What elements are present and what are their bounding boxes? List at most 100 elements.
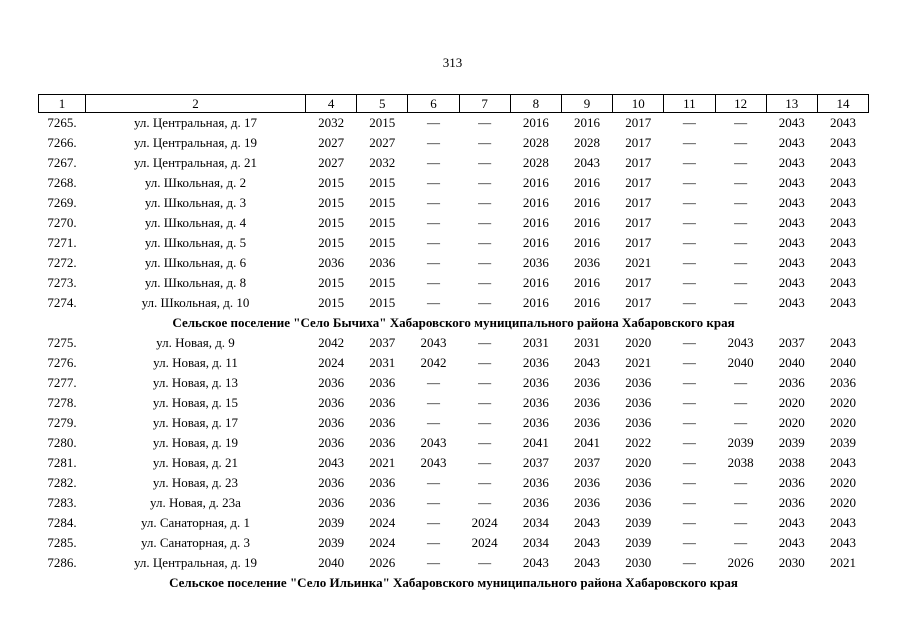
year-value-cell: — (426, 114, 440, 130)
row-number-cell: 7276. (47, 354, 77, 370)
year-value-cell: 2021 (625, 254, 652, 270)
row-number-cell: 7266. (47, 134, 77, 150)
year-value-cell: 2036 (369, 254, 396, 270)
address-cell: ул. Новая, д. 13 (152, 374, 239, 390)
year-value-cell: 2020 (829, 474, 856, 490)
column-number-header: 2 (85, 94, 306, 113)
year-value-cell: — (682, 334, 696, 350)
year-value-cell: — (682, 234, 696, 250)
year-value-cell: — (478, 494, 492, 510)
year-value-cell: 2040 (778, 354, 805, 370)
year-value-cell: — (734, 494, 748, 510)
year-value-cell: 2039 (625, 514, 652, 530)
table-row: 7285. ул. Санаторная, д. 3 2039 2024 — 2024 20… (39, 533, 869, 553)
year-value-cell: — (478, 234, 492, 250)
year-value-cell: 2043 (420, 434, 447, 450)
year-value-cell: 2034 (522, 514, 549, 530)
table-row: 7265. ул. Центральная, д. 17 2032 2015 — — 201… (39, 113, 869, 133)
year-value-cell: 2043 (829, 174, 856, 190)
year-value-cell: 2017 (625, 274, 652, 290)
year-value-cell: — (478, 374, 492, 390)
year-value-cell: — (734, 254, 748, 270)
year-value-cell: 2024 (318, 354, 345, 370)
year-value-cell: — (682, 454, 696, 470)
row-number-cell: 7268. (47, 174, 77, 190)
year-value-cell: 2043 (778, 534, 805, 550)
year-value-cell: 2043 (829, 534, 856, 550)
table-row: 7278. ул. Новая, д. 15 2036 2036 — — 2036 2036 2… (39, 393, 869, 413)
column-number-header: 12 (714, 94, 767, 113)
row-number-cell: 7267. (47, 154, 77, 170)
row-number-cell: 7279. (47, 414, 77, 430)
year-value-cell: 2036 (369, 414, 396, 430)
year-value-cell: — (682, 354, 696, 370)
year-value-cell: 2043 (829, 234, 856, 250)
year-value-cell: 2040 (318, 554, 345, 570)
year-value-cell: — (478, 294, 492, 310)
year-value-cell: 2041 (522, 434, 549, 450)
year-value-cell: 2030 (778, 554, 805, 570)
table-row: 7283. ул. Новая, д. 23а 2036 2036 — — 2036 2036… (39, 493, 869, 513)
year-value-cell: 2036 (574, 374, 601, 390)
year-value-cell: — (426, 214, 440, 230)
column-number-header: 4 (304, 94, 358, 113)
table-row: 7273. ул. Школьная, д. 8 2015 2015 — — 2016 201… (39, 273, 869, 293)
year-value-cell: 2020 (778, 394, 805, 410)
year-value-cell: 2020 (625, 334, 652, 350)
year-value-cell: 2016 (574, 214, 601, 230)
year-value-cell: 2043 (574, 554, 601, 570)
table-row: 7286. ул. Центральная, д. 19 2040 2026 — — 204… (39, 553, 869, 573)
year-value-cell: 2036 (574, 494, 601, 510)
settlement-section-row: Сельское поселение "Село Ильинка" Хабаро… (39, 573, 869, 593)
year-value-cell: 2021 (625, 354, 652, 370)
year-value-cell: 2036 (625, 374, 652, 390)
year-value-cell: 2016 (522, 294, 549, 310)
year-value-cell: 2041 (574, 434, 601, 450)
address-cell: ул. Школьная, д. 6 (144, 254, 247, 270)
year-value-cell: 2036 (522, 394, 549, 410)
year-value-cell: 2032 (369, 154, 396, 170)
table-row: 7284. ул. Санаторная, д. 1 2039 2024 — 2024 20… (39, 513, 869, 533)
year-value-cell: 2022 (625, 434, 652, 450)
year-value-cell: 2043 (778, 134, 805, 150)
year-value-cell: 2036 (522, 414, 549, 430)
row-number-cell: 7278. (47, 394, 77, 410)
year-value-cell: — (734, 534, 748, 550)
table-row: 7268. ул. Школьная, д. 2 2015 2015 — — 2016 201… (39, 173, 869, 193)
year-value-cell: 2016 (522, 274, 549, 290)
row-number-cell: 7265. (47, 114, 77, 130)
year-value-cell: 2017 (625, 134, 652, 150)
year-value-cell: — (734, 114, 748, 130)
column-number-header: 10 (612, 94, 665, 113)
year-value-cell: — (682, 114, 696, 130)
year-value-cell: 2036 (318, 374, 345, 390)
year-value-cell: — (478, 254, 492, 270)
row-number-cell: 7284. (47, 514, 77, 530)
year-value-cell: 2039 (829, 434, 856, 450)
year-value-cell: — (426, 494, 440, 510)
year-value-cell: — (734, 194, 748, 210)
year-value-cell: 2017 (625, 174, 652, 190)
year-value-cell: 2026 (727, 554, 754, 570)
year-value-cell: 2036 (318, 434, 345, 450)
year-value-cell: 2043 (778, 234, 805, 250)
address-cell: ул. Школьная, д. 8 (144, 274, 247, 290)
year-value-cell: 2043 (778, 214, 805, 230)
year-value-cell: — (478, 554, 492, 570)
year-value-cell: 2043 (778, 114, 805, 130)
address-cell: ул. Центральная, д. 17 (134, 114, 257, 130)
year-value-cell: 2036 (829, 374, 856, 390)
year-value-cell: — (734, 174, 748, 190)
year-value-cell: 2016 (522, 234, 549, 250)
year-value-cell: — (682, 474, 696, 490)
page-number: 313 (442, 55, 463, 70)
year-value-cell: — (734, 154, 748, 170)
year-value-cell: 2043 (829, 154, 856, 170)
year-value-cell: 2043 (778, 154, 805, 170)
year-value-cell: 2020 (829, 494, 856, 510)
table-row: 7272. ул. Школьная, д. 6 2036 2036 — — 2036 203… (39, 253, 869, 273)
year-value-cell: 2016 (574, 274, 601, 290)
year-value-cell: 2036 (522, 494, 549, 510)
year-value-cell: 2037 (778, 334, 805, 350)
